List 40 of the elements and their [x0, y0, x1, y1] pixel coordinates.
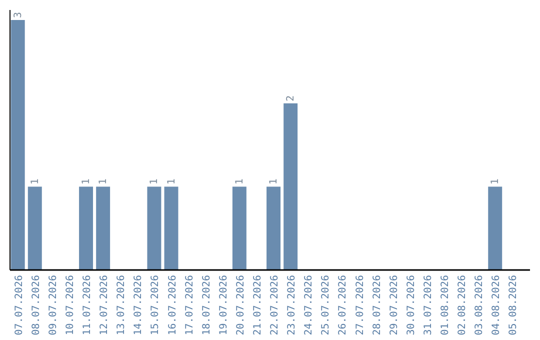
x-tick-label: 13.07.2026: [116, 275, 128, 336]
x-tick-label: 23.07.2026: [286, 275, 298, 336]
x-tick-label: 27.07.2026: [354, 275, 366, 336]
data-label: 1: [149, 178, 160, 185]
data-label: 1: [490, 178, 502, 185]
x-tick-label: 08.07.2026: [30, 275, 42, 336]
x-tick-label: 07.07.2026: [14, 275, 25, 336]
x-tick-label: 03.08.2026: [474, 275, 486, 336]
data-label: 1: [30, 178, 41, 185]
x-tick-label: 31.07.2026: [422, 275, 434, 336]
x-tick-label: 16.07.2026: [167, 275, 178, 336]
x-tick-label: 30.07.2026: [406, 275, 417, 336]
data-label: 1: [234, 178, 246, 185]
x-tick-label: 21.07.2026: [252, 275, 264, 336]
x-tick-label: 24.07.2026: [304, 275, 315, 336]
x-tick-label: 09.07.2026: [48, 275, 59, 336]
x-tick-label: 20.07.2026: [235, 275, 246, 336]
x-tick-label: 05.08.2026: [508, 275, 520, 336]
data-label: 1: [81, 178, 92, 185]
x-tick-label: 10.07.2026: [64, 275, 76, 336]
x-tick-label: 11.07.2026: [82, 275, 94, 336]
x-tick-label: 18.07.2026: [201, 275, 212, 336]
x-tick-label: 02.08.2026: [457, 275, 468, 336]
data-label: 2: [286, 95, 297, 102]
x-tick-label: 19.07.2026: [218, 275, 230, 336]
data-label: 1: [268, 178, 280, 185]
x-tick-label: 04.08.2026: [491, 275, 502, 336]
data-label: 1: [98, 178, 110, 185]
x-tick-label: 26.07.2026: [338, 275, 349, 336]
x-tick-label: 12.07.2026: [99, 275, 110, 336]
x-tick-label: 17.07.2026: [184, 275, 196, 336]
x-tick-label: 22.07.2026: [270, 275, 281, 336]
x-tick-label: 29.07.2026: [388, 275, 400, 336]
x-tick-label: 14.07.2026: [133, 275, 144, 336]
x-tick-label: 01.08.2026: [440, 275, 451, 336]
x-tick-label: 25.07.2026: [320, 275, 332, 336]
x-tick-label: 15.07.2026: [150, 275, 162, 336]
data-label: 1: [166, 178, 178, 185]
x-tick-label: 28.07.2026: [372, 275, 383, 336]
data-label: 3: [12, 12, 24, 18]
